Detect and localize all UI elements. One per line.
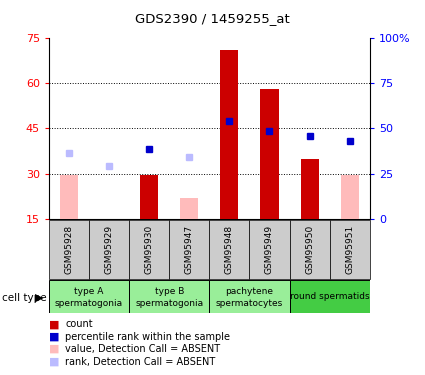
Text: type B: type B xyxy=(155,287,184,296)
Bar xyxy=(209,220,249,279)
Bar xyxy=(129,220,169,279)
Text: pachytene: pachytene xyxy=(225,287,273,296)
Text: GDS2390 / 1459255_at: GDS2390 / 1459255_at xyxy=(135,12,290,25)
Bar xyxy=(129,280,209,313)
Text: spermatocytes: spermatocytes xyxy=(216,299,283,308)
Text: ■: ■ xyxy=(49,332,60,342)
Text: type A: type A xyxy=(74,287,104,296)
Bar xyxy=(49,280,129,313)
Bar xyxy=(140,176,158,219)
Bar xyxy=(249,220,289,279)
Bar xyxy=(220,50,238,219)
Text: GSM95947: GSM95947 xyxy=(185,225,194,274)
Text: cell type: cell type xyxy=(2,293,47,303)
Bar xyxy=(60,176,78,219)
Text: value, Detection Call = ABSENT: value, Detection Call = ABSENT xyxy=(65,344,220,354)
Text: GSM95949: GSM95949 xyxy=(265,225,274,274)
Bar xyxy=(330,220,370,279)
Bar xyxy=(49,220,89,279)
Bar xyxy=(341,176,359,219)
Bar xyxy=(209,280,289,313)
Bar xyxy=(289,280,370,313)
Text: GSM95948: GSM95948 xyxy=(225,225,234,274)
Bar xyxy=(89,220,129,279)
Bar xyxy=(300,159,319,219)
Text: ■: ■ xyxy=(49,320,60,329)
Bar xyxy=(289,220,330,279)
Text: spermatogonia: spermatogonia xyxy=(55,299,123,308)
Text: ■: ■ xyxy=(49,357,60,366)
Text: GSM95928: GSM95928 xyxy=(65,225,74,274)
Text: percentile rank within the sample: percentile rank within the sample xyxy=(65,332,230,342)
Text: ▶: ▶ xyxy=(35,293,43,303)
Text: GSM95929: GSM95929 xyxy=(105,225,113,274)
Text: count: count xyxy=(65,320,93,329)
Bar xyxy=(261,89,278,219)
Bar xyxy=(180,198,198,219)
Text: GSM95950: GSM95950 xyxy=(305,225,314,274)
Text: ■: ■ xyxy=(49,344,60,354)
Text: spermatogonia: spermatogonia xyxy=(135,299,203,308)
Bar xyxy=(169,220,209,279)
Text: rank, Detection Call = ABSENT: rank, Detection Call = ABSENT xyxy=(65,357,215,366)
Text: GSM95930: GSM95930 xyxy=(144,225,154,274)
Text: GSM95951: GSM95951 xyxy=(345,225,354,274)
Text: round spermatids: round spermatids xyxy=(290,292,369,301)
